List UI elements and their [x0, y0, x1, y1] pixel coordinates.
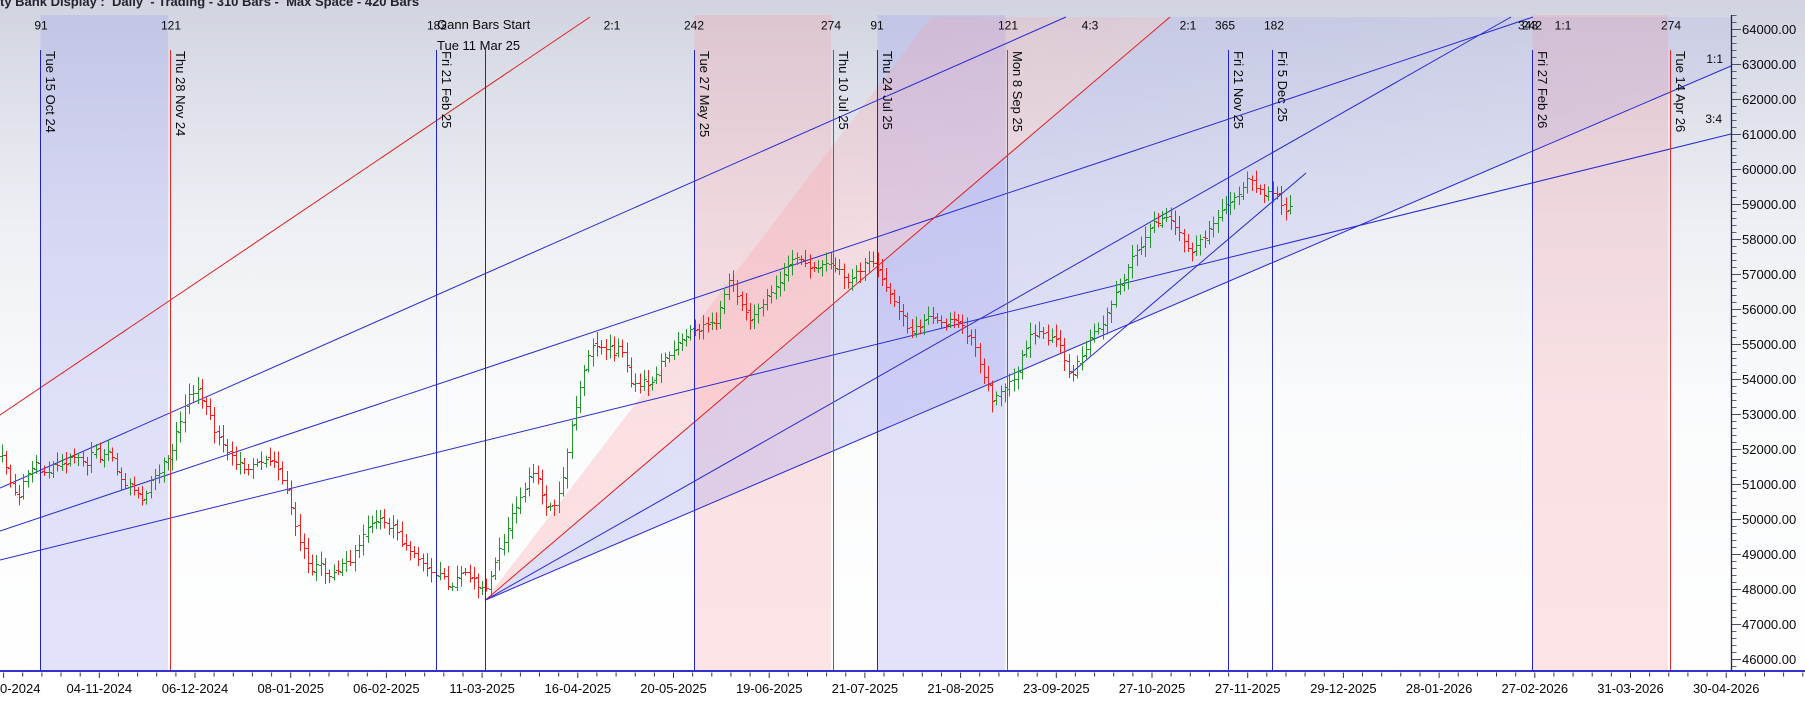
svg-text:Fri 21 Feb 25: Fri 21 Feb 25 — [439, 51, 454, 128]
svg-text:16-04-2025: 16-04-2025 — [545, 681, 612, 696]
svg-text:3:4: 3:4 — [1705, 112, 1722, 126]
svg-text:59000.00: 59000.00 — [1742, 197, 1796, 212]
svg-text:28-01-2026: 28-01-2026 — [1406, 681, 1473, 696]
svg-text:58000.00: 58000.00 — [1742, 232, 1796, 247]
svg-text:4:3: 4:3 — [1082, 19, 1099, 33]
svg-text:Thu 24 Jul 25: Thu 24 Jul 25 — [880, 51, 895, 130]
svg-text:Tue 11 Mar 25: Tue 11 Mar 25 — [437, 38, 520, 53]
svg-text:Fri 27 Feb 26: Fri 27 Feb 26 — [1535, 51, 1550, 128]
svg-text:64000.00: 64000.00 — [1742, 22, 1796, 37]
svg-text:91: 91 — [870, 19, 884, 33]
svg-text:274: 274 — [1661, 19, 1681, 33]
svg-text:242: 242 — [1522, 19, 1542, 33]
svg-text:Thu 28 Nov 24: Thu 28 Nov 24 — [173, 51, 188, 136]
svg-text:Mon 8 Sep 25: Mon 8 Sep 25 — [1010, 51, 1025, 132]
svg-text:365: 365 — [1215, 19, 1235, 33]
svg-text:20-05-2025: 20-05-2025 — [640, 681, 707, 696]
svg-text:91: 91 — [34, 19, 48, 33]
svg-text:49000.00: 49000.00 — [1742, 547, 1796, 562]
svg-text:Gann Bars Start: Gann Bars Start — [437, 17, 531, 32]
svg-text:55000.00: 55000.00 — [1742, 337, 1796, 352]
svg-text:06-02-2025: 06-02-2025 — [353, 681, 420, 696]
svg-text:52000.00: 52000.00 — [1742, 442, 1796, 457]
svg-text:11-03-2025: 11-03-2025 — [449, 681, 515, 696]
svg-text:27-10-2025: 27-10-2025 — [1119, 681, 1186, 696]
svg-text:60000.00: 60000.00 — [1742, 162, 1796, 177]
svg-text:0-2024: 0-2024 — [0, 681, 40, 696]
svg-text:121: 121 — [161, 19, 181, 33]
svg-text:62000.00: 62000.00 — [1742, 92, 1796, 107]
svg-text:48000.00: 48000.00 — [1742, 582, 1796, 597]
svg-text:51000.00: 51000.00 — [1742, 477, 1796, 492]
svg-text:19-06-2025: 19-06-2025 — [736, 681, 803, 696]
svg-text:343: 343 — [1518, 19, 1538, 33]
svg-text:21-07-2025: 21-07-2025 — [832, 681, 899, 696]
svg-text:50000.00: 50000.00 — [1742, 512, 1796, 527]
svg-text:46000.00: 46000.00 — [1742, 652, 1796, 667]
svg-text:06-12-2024: 06-12-2024 — [162, 681, 229, 696]
svg-text:182: 182 — [1264, 19, 1284, 33]
svg-text:31-03-2026: 31-03-2026 — [1597, 681, 1664, 696]
svg-text:1:1: 1:1 — [1706, 52, 1723, 66]
svg-text:61000.00: 61000.00 — [1742, 127, 1796, 142]
svg-text:Tue 14 Apr 26: Tue 14 Apr 26 — [1673, 51, 1688, 132]
svg-text:121: 121 — [998, 19, 1018, 33]
svg-text:23-09-2025: 23-09-2025 — [1023, 681, 1090, 696]
svg-text:Tue 27 May 25: Tue 27 May 25 — [697, 51, 712, 137]
svg-text:2:1: 2:1 — [1180, 19, 1197, 33]
svg-text:27-11-2025: 27-11-2025 — [1215, 681, 1281, 696]
svg-text:53000.00: 53000.00 — [1742, 407, 1796, 422]
svg-text:04-11-2024: 04-11-2024 — [67, 681, 133, 696]
svg-text:1:1: 1:1 — [1555, 19, 1572, 33]
svg-text:Fri 21 Nov 25: Fri 21 Nov 25 — [1231, 51, 1246, 129]
svg-text:Thu 10 Jul 25: Thu 10 Jul 25 — [836, 51, 851, 130]
svg-text:2:1: 2:1 — [604, 19, 621, 33]
svg-text:08-01-2025: 08-01-2025 — [257, 681, 324, 696]
svg-text:ty Bank Display : Daily - Tr: ty Bank Display : Daily - Trading - 310 … — [0, 0, 419, 9]
svg-text:21-08-2025: 21-08-2025 — [927, 681, 994, 696]
svg-text:242: 242 — [684, 19, 704, 33]
svg-text:54000.00: 54000.00 — [1742, 372, 1796, 387]
svg-text:30-04-2026: 30-04-2026 — [1693, 681, 1760, 696]
svg-text:27-02-2026: 27-02-2026 — [1502, 681, 1569, 696]
svg-text:29-12-2025: 29-12-2025 — [1310, 681, 1377, 696]
svg-text:63000.00: 63000.00 — [1742, 57, 1796, 72]
svg-text:47000.00: 47000.00 — [1742, 617, 1796, 632]
svg-text:Tue 15 Oct 24: Tue 15 Oct 24 — [43, 51, 58, 133]
svg-text:57000.00: 57000.00 — [1742, 267, 1796, 282]
svg-text:Fri 5 Dec 25: Fri 5 Dec 25 — [1275, 51, 1290, 122]
svg-text:274: 274 — [821, 19, 841, 33]
svg-text:182: 182 — [427, 19, 447, 33]
svg-text:56000.00: 56000.00 — [1742, 302, 1796, 317]
